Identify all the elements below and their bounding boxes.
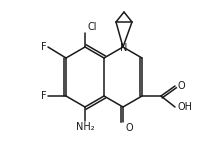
Text: F: F xyxy=(41,42,47,52)
Text: O: O xyxy=(177,81,185,91)
Text: NH₂: NH₂ xyxy=(76,122,94,132)
Text: F: F xyxy=(41,91,47,101)
Text: O: O xyxy=(126,123,134,133)
Text: Cl: Cl xyxy=(87,22,97,32)
Text: OH: OH xyxy=(177,102,192,112)
Text: N: N xyxy=(120,43,128,53)
